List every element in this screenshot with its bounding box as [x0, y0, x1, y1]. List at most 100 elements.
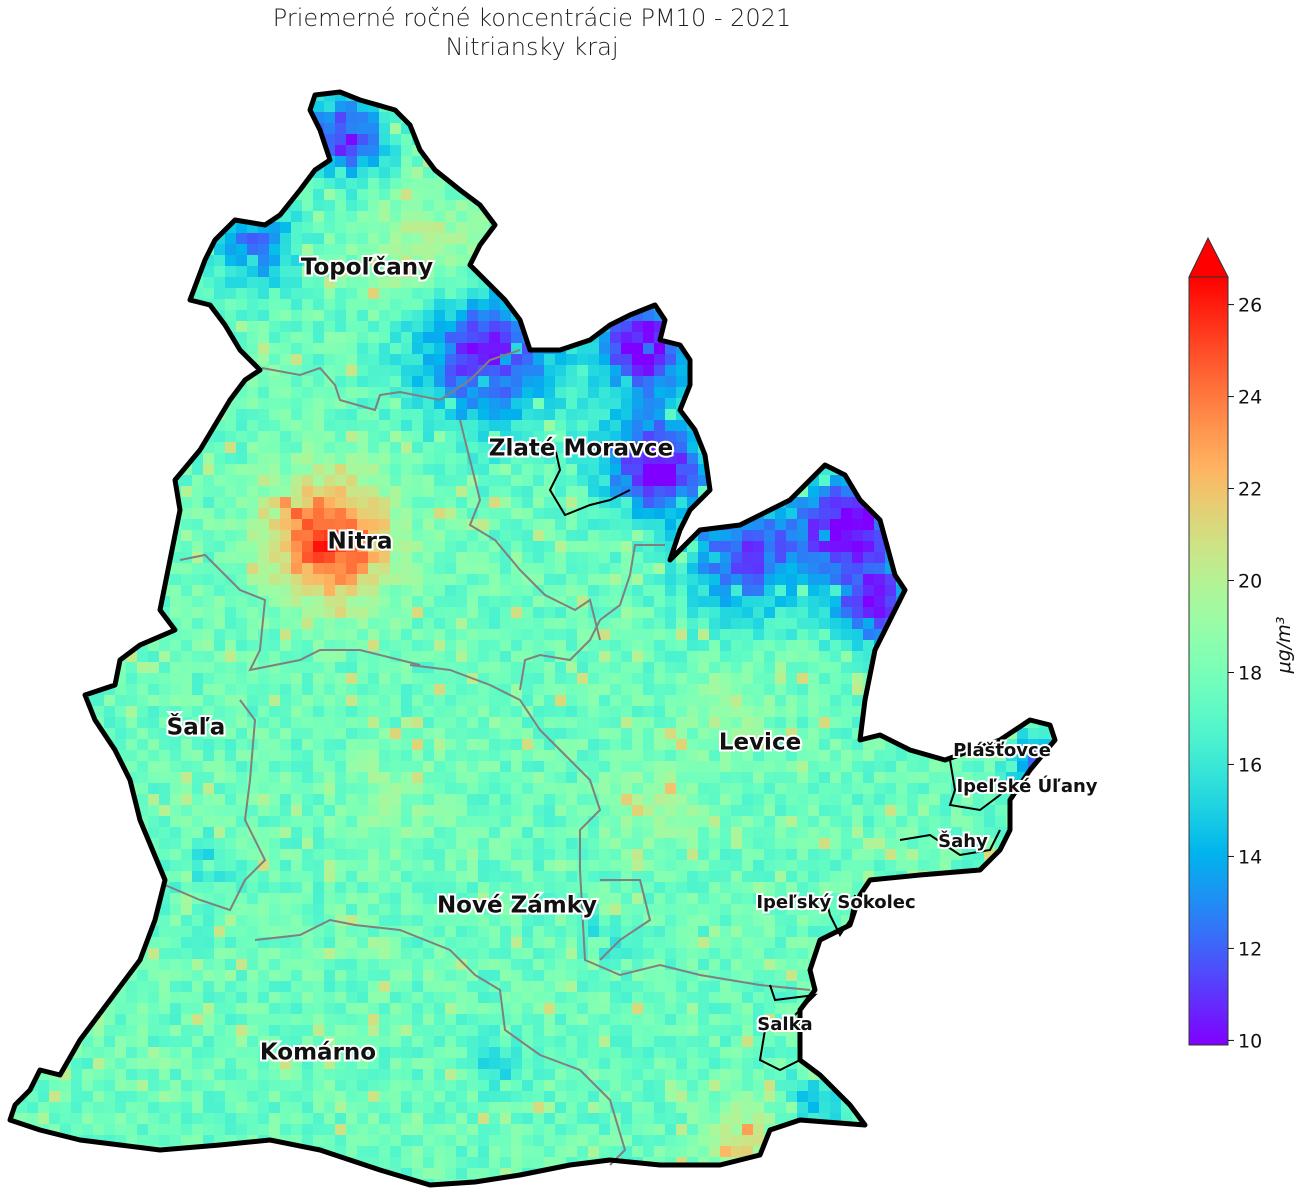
raster-cell — [258, 167, 269, 178]
raster-cell — [951, 387, 962, 398]
raster-cell — [830, 167, 841, 178]
raster-cell — [643, 585, 654, 596]
raster-cell — [896, 145, 907, 156]
raster-cell — [775, 563, 786, 574]
raster-cell — [71, 244, 82, 255]
raster-cell — [753, 552, 764, 563]
raster-cell — [467, 365, 478, 376]
raster-cell — [940, 574, 951, 585]
raster-cell — [357, 519, 368, 530]
raster-cell — [588, 112, 599, 123]
raster-cell — [687, 299, 698, 310]
raster-cell — [10, 574, 16, 585]
raster-cell — [995, 651, 1006, 662]
raster-cell — [698, 277, 709, 288]
raster-cell — [1039, 530, 1050, 541]
raster-cell — [1017, 376, 1028, 387]
raster-cell — [1006, 167, 1017, 178]
raster-cell — [478, 299, 489, 310]
raster-cell — [511, 211, 522, 222]
raster-cell — [280, 167, 291, 178]
raster-cell — [687, 145, 698, 156]
raster-cell — [830, 585, 841, 596]
raster-cell — [544, 530, 555, 541]
raster-cell — [555, 332, 566, 343]
raster-cell — [181, 376, 192, 387]
raster-cell — [192, 387, 203, 398]
raster-cell — [588, 299, 599, 310]
raster-cell — [742, 618, 753, 629]
raster-cell — [863, 541, 874, 552]
raster-cell — [764, 321, 775, 332]
raster-cell — [1006, 376, 1017, 387]
raster-cell — [335, 354, 346, 365]
raster-cell — [478, 541, 489, 552]
raster-cell — [478, 112, 489, 123]
raster-cell — [984, 178, 995, 189]
raster-cell — [1028, 321, 1039, 332]
raster-cell — [93, 398, 104, 409]
raster-cell — [753, 453, 764, 464]
raster-cell — [775, 530, 786, 541]
raster-cell — [533, 508, 544, 519]
raster-cell — [698, 618, 709, 629]
raster-cell — [566, 442, 577, 453]
raster-cell — [951, 167, 962, 178]
raster-cell — [27, 662, 38, 673]
raster-cell — [313, 332, 324, 343]
raster-cell — [401, 255, 412, 266]
raster-cell — [797, 266, 808, 277]
raster-cell — [368, 409, 379, 420]
raster-cell — [291, 508, 302, 519]
raster-cell — [896, 343, 907, 354]
raster-cell — [907, 277, 918, 288]
raster-cell — [27, 112, 38, 123]
raster-cell — [412, 574, 423, 585]
raster-cell — [10, 596, 16, 607]
raster-cell — [973, 189, 984, 200]
raster-cell — [357, 486, 368, 497]
raster-cell — [544, 101, 555, 112]
raster-cell — [522, 596, 533, 607]
raster-cell — [137, 563, 148, 574]
raster-cell — [423, 178, 434, 189]
raster-cell — [632, 486, 643, 497]
raster-cell — [1006, 134, 1017, 145]
raster-cell — [533, 310, 544, 321]
raster-cell — [775, 486, 786, 497]
raster-cell — [687, 310, 698, 321]
raster-cell — [38, 629, 49, 640]
raster-cell — [1028, 310, 1039, 321]
raster-cell — [82, 310, 93, 321]
raster-cell — [280, 365, 291, 376]
raster-cell — [852, 123, 863, 134]
raster-cell — [511, 189, 522, 200]
raster-cell — [566, 178, 577, 189]
raster-cell — [10, 145, 16, 156]
raster-cell — [16, 266, 27, 277]
raster-cell — [995, 618, 1006, 629]
raster-cell — [38, 189, 49, 200]
raster-cell — [302, 464, 313, 475]
raster-cell — [918, 343, 929, 354]
raster-cell — [599, 519, 610, 530]
raster-cell — [313, 596, 324, 607]
raster-cell — [302, 156, 313, 167]
raster-cell — [522, 640, 533, 651]
raster-cell — [104, 398, 115, 409]
raster-cell — [335, 266, 346, 277]
raster-cell — [555, 178, 566, 189]
raster-cell — [709, 299, 720, 310]
raster-cell — [995, 244, 1006, 255]
raster-cell — [104, 431, 115, 442]
raster-cell — [324, 266, 335, 277]
raster-cell — [511, 233, 522, 244]
raster-cell — [764, 618, 775, 629]
raster-cell — [775, 277, 786, 288]
raster-cell — [511, 519, 522, 530]
raster-cell — [665, 464, 676, 475]
raster-cell — [632, 497, 643, 508]
raster-cell — [258, 530, 269, 541]
raster-cell — [819, 189, 830, 200]
raster-cell — [995, 409, 1006, 420]
